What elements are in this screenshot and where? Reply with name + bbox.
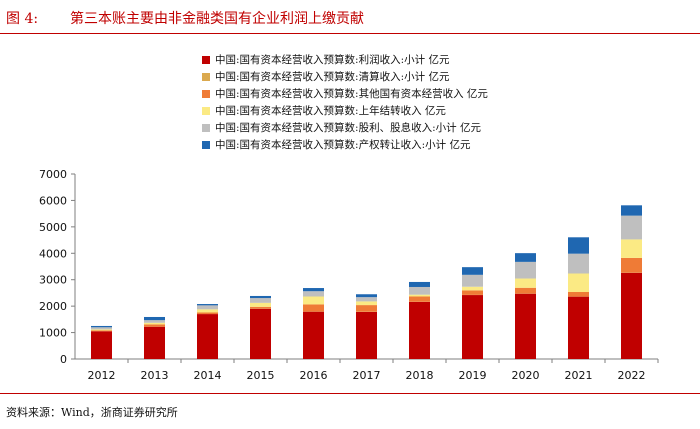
bar-segment [91, 325, 112, 328]
bar-segment [144, 316, 165, 321]
legend-swatch [202, 73, 210, 81]
title-divider [0, 33, 700, 34]
bar-segment [356, 294, 377, 298]
bar-segment [462, 267, 483, 275]
bar-segment [250, 306, 271, 309]
bar-segment [144, 326, 165, 359]
bar-segment [409, 286, 430, 295]
bar-segment [568, 292, 589, 297]
x-tick-label: 2018 [406, 369, 434, 382]
legend-swatch [202, 124, 210, 132]
y-tick-label: 2000 [39, 300, 67, 313]
bar-segment [144, 324, 165, 327]
legend-swatch [202, 90, 210, 98]
bar-segment [144, 320, 165, 323]
bar-segment [515, 261, 536, 279]
bar-segment [356, 301, 377, 306]
bar-segment [409, 301, 430, 359]
x-tick-label: 2021 [565, 369, 593, 382]
legend-swatch [202, 107, 210, 115]
bar-segment [250, 308, 271, 359]
bar-segment [409, 281, 430, 287]
bar-segment [250, 298, 271, 303]
figure-header: 图 4: 第三本账主要由非金融类国有企业利润上缴贡献 [0, 0, 700, 32]
y-tick-label: 4000 [39, 247, 67, 260]
bar-segment [303, 304, 324, 312]
bar-segment [621, 205, 642, 216]
y-tick-label: 5000 [39, 221, 67, 234]
bar-segment [515, 287, 536, 294]
bar-segment [197, 304, 218, 306]
x-tick-label: 2022 [618, 369, 646, 382]
bar-segment [303, 296, 324, 305]
bar-segment [91, 330, 112, 332]
legend-label: 中国:国有资本经营收入预算数:股利、股息收入:小计 亿元 [215, 122, 481, 134]
x-tick-label: 2012 [88, 369, 116, 382]
bar-segment [303, 311, 324, 359]
legend-label: 中国:国有资本经营收入预算数:产权转让收入:小计 亿元 [215, 139, 471, 151]
y-tick-label: 3000 [39, 274, 67, 287]
y-tick-label: 1000 [39, 327, 67, 340]
figure-title: 第三本账主要由非金融类国有企业利润上缴贡献 [70, 11, 364, 27]
bar-segment [515, 253, 536, 262]
bar-segment [621, 215, 642, 240]
bar-segment [250, 302, 271, 307]
bar-segment [409, 296, 430, 302]
bar-segment [197, 312, 218, 315]
bar-segment [568, 296, 589, 359]
bar-segment [356, 311, 377, 359]
bar-segment [462, 286, 483, 291]
legend-swatch [202, 141, 210, 149]
bar-segment [91, 331, 112, 359]
legend-label: 中国:国有资本经营收入预算数:清算收入:小计 亿元 [215, 71, 450, 83]
legend-label: 中国:国有资本经营收入预算数:上年结转收入 亿元 [215, 105, 446, 117]
bar-segment [91, 327, 112, 330]
bar-segment [568, 273, 589, 293]
bar-segment [621, 257, 642, 273]
bar-segment [462, 295, 483, 359]
figure-label: 图 4: [6, 11, 39, 27]
x-tick-label: 2015 [247, 369, 275, 382]
bar-segment [515, 293, 536, 359]
x-tick-label: 2016 [300, 369, 328, 382]
bar-segment [462, 290, 483, 295]
source-note: 资料来源：Wind，浙商证券研究所 [6, 406, 178, 419]
bar-segment [250, 295, 271, 299]
x-tick-label: 2017 [353, 369, 381, 382]
bar-segment [356, 297, 377, 302]
bar-segment [462, 274, 483, 287]
bar-segment [568, 253, 589, 274]
legend-label: 中国:国有资本经营收入预算数:其他国有资本经营收入 亿元 [215, 88, 488, 100]
bar-segment [197, 314, 218, 359]
bar-segment [303, 291, 324, 297]
bar-segment [303, 288, 324, 292]
x-tick-label: 2013 [141, 369, 169, 382]
bar-segment [568, 237, 589, 254]
bar-segment [621, 272, 642, 359]
x-tick-label: 2019 [459, 369, 487, 382]
bar-segment [621, 239, 642, 258]
y-tick-label: 7000 [39, 168, 67, 181]
y-tick-label: 0 [60, 353, 67, 366]
x-tick-label: 2020 [512, 369, 540, 382]
bar-segment [91, 329, 112, 331]
legend-label: 中国:国有资本经营收入预算数:利润收入:小计 亿元 [215, 54, 450, 66]
bar-segment [197, 309, 218, 313]
bar-segment [515, 278, 536, 288]
x-tick-label: 2014 [194, 369, 222, 382]
legend-swatch [202, 56, 210, 64]
bar-segment [197, 305, 218, 310]
y-tick-label: 6000 [39, 194, 67, 207]
source-divider [0, 393, 700, 394]
bar-segment [356, 305, 377, 312]
bar-segment [409, 294, 430, 297]
bar-segment [144, 322, 165, 325]
